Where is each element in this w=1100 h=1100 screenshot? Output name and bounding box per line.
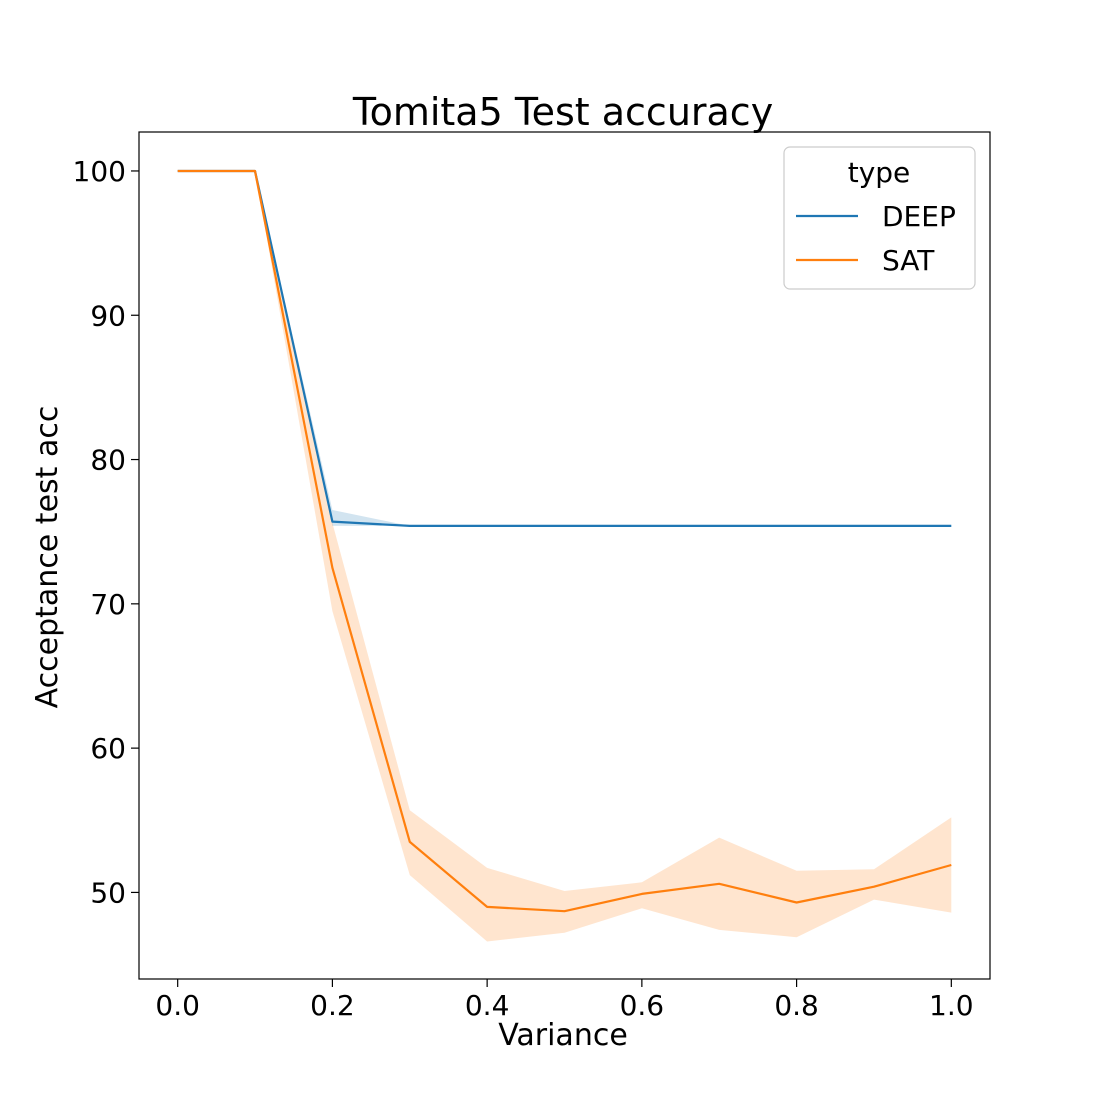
x-tick-label: 0.0 xyxy=(155,989,200,1022)
x-axis-label: Variance xyxy=(498,1018,628,1053)
x-tick-label: 1.0 xyxy=(929,989,974,1022)
plot-area xyxy=(177,169,952,942)
x-tick-label: 0.2 xyxy=(310,989,355,1022)
x-axis: 0.0 0.2 0.4 0.6 0.8 1.0 xyxy=(155,979,974,1022)
plot-frame xyxy=(138,131,991,980)
ci-band-sat xyxy=(177,171,952,942)
legend: type DEEP SAT xyxy=(783,146,976,290)
y-tick-label: 80 xyxy=(90,444,126,477)
y-tick-label: 60 xyxy=(90,732,126,765)
y-tick-label: 90 xyxy=(90,299,126,332)
legend-label-deep: DEEP xyxy=(882,200,956,233)
y-tick-label: 70 xyxy=(90,588,126,621)
x-tick-label: 0.8 xyxy=(774,989,819,1022)
y-axis: 50 60 70 80 90 100 xyxy=(73,155,139,909)
legend-box xyxy=(783,146,976,290)
y-tick-label: 100 xyxy=(73,155,126,188)
legend-label-sat: SAT xyxy=(882,244,935,277)
y-axis-label: Acceptance test acc xyxy=(30,406,65,709)
legend-title: type xyxy=(848,156,911,189)
x-tick-label: 0.4 xyxy=(465,989,510,1022)
chart-title: Tomita5 Test accuracy xyxy=(352,90,773,134)
y-tick-label: 50 xyxy=(90,876,126,909)
x-tick-label: 0.6 xyxy=(620,989,665,1022)
